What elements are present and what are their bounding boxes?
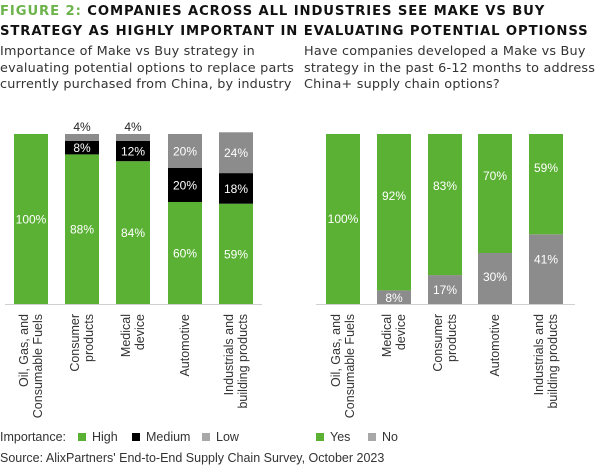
left-bar-low-4 xyxy=(219,132,253,174)
right-category-label-line: Consumer xyxy=(431,314,445,372)
legend-item-no: No xyxy=(368,429,398,445)
left-category-label-line: Medical xyxy=(119,314,133,357)
left-data-label-medium-4: 18% xyxy=(224,182,248,196)
right-bar-no-4 xyxy=(529,234,563,304)
right-category-label-line: Automotive xyxy=(488,314,502,377)
left-category-label-line: Oil, Gas, and xyxy=(17,314,31,387)
right-bar-no-3 xyxy=(478,253,512,304)
right-data-label-yes-4: 59% xyxy=(534,161,558,175)
right-bar-yes-3 xyxy=(478,134,512,253)
left-data-label-low-1: 4% xyxy=(73,120,91,134)
legend-item-low: Low xyxy=(202,429,239,445)
figure-label: FIGURE 2: xyxy=(0,4,82,19)
left-data-label-low-2: 4% xyxy=(124,120,142,134)
left-data-label-medium-3: 20% xyxy=(173,179,197,193)
right-bar-no-1 xyxy=(377,290,411,304)
right-data-label-yes-1: 92% xyxy=(382,189,406,203)
right-chart: 100% Oil, Gas, andConsumable Fuels 8% 92% Me… xyxy=(316,134,575,418)
right-category-label-2: Consumerproducts xyxy=(431,314,459,372)
left-data-label-medium-1: 8% xyxy=(73,141,91,155)
left-data-label-high-1: 88% xyxy=(70,223,94,237)
left-bar-high-4 xyxy=(219,203,253,304)
legend-item-medium: Medium xyxy=(132,429,190,445)
left-data-label-high-0: 100% xyxy=(16,213,47,227)
left-category-label-line: building products xyxy=(236,314,250,409)
figure-title-text: COMPANIES ACROSS ALL INDUSTRIES SEE MAKE… xyxy=(81,4,546,19)
right-category-label-4: Industrials andbuilding products xyxy=(532,314,560,409)
figure-title-line-1: FIGURE 2: COMPANIES ACROSS ALL INDUSTRIE… xyxy=(0,2,600,22)
left-category-label-0: Oil, Gas, andConsumable Fuels xyxy=(17,314,45,418)
left-data-label-low-3: 20% xyxy=(173,145,197,159)
right-data-label-yes-2: 83% xyxy=(433,179,457,193)
right-data-label-no-3: 30% xyxy=(483,270,507,284)
left-bar-high-0 xyxy=(14,134,48,304)
right-data-label-yes-0: 100% xyxy=(328,212,359,226)
left-bar-high-3 xyxy=(168,202,202,304)
left-bar-high-1 xyxy=(65,154,99,304)
left-category-label-2: Medicaldevice xyxy=(119,314,147,357)
left-category-label-line: device xyxy=(133,314,147,350)
right-category-label-line: Medical xyxy=(380,314,394,357)
legend-label-yes: Yes xyxy=(330,430,351,444)
legend-item-high: High xyxy=(78,429,118,445)
left-category-label-line: Automotive xyxy=(178,314,192,377)
legend-swatch-high xyxy=(78,433,86,441)
left-data-label-high-2: 84% xyxy=(121,226,145,240)
right-data-label-no-2: 17% xyxy=(433,283,457,297)
right-category-label-line: device xyxy=(394,314,408,350)
right-bar-yes-1 xyxy=(377,134,411,291)
right-bar-yes-0 xyxy=(326,134,360,304)
right-category-label-line: Oil, Gas, and xyxy=(329,314,343,387)
right-category-label-3: Automotive xyxy=(488,314,502,377)
right-data-label-no-4: 41% xyxy=(534,252,558,266)
left-category-label-3: Automotive xyxy=(178,314,192,377)
left-bar-medium-1 xyxy=(65,140,99,155)
left-data-label-medium-2: 12% xyxy=(121,145,145,159)
right-bar-yes-4 xyxy=(529,134,563,235)
left-bar-high-2 xyxy=(116,161,150,304)
left-category-label-line: Industrials and xyxy=(222,314,236,395)
right-category-label-line: Industrials and xyxy=(532,314,546,395)
legend-item-yes: Yes xyxy=(316,429,350,445)
right-category-label-line: Consumable Fuels xyxy=(343,314,357,418)
left-chart-title: Importance of Make vs Buy strategy in ev… xyxy=(0,44,295,92)
left-category-label-line: Consumer xyxy=(68,314,82,372)
left-data-label-high-4: 59% xyxy=(224,247,248,261)
legend-label-medium: Medium xyxy=(146,430,191,444)
figure-title: FIGURE 2: COMPANIES ACROSS ALL INDUSTRIE… xyxy=(0,2,600,42)
figure-title-line-2: STRATEGY AS HIGHLY IMPORTANT IN EVALUATI… xyxy=(0,24,589,39)
legend-prefix: Importance: xyxy=(0,430,67,444)
source-note: Source: AlixPartners' End-to-End Supply … xyxy=(0,451,385,465)
right-category-label-0: Oil, Gas, andConsumable Fuels xyxy=(329,314,357,418)
right-data-label-no-1: 8% xyxy=(385,291,403,305)
legend-swatch-no xyxy=(368,433,376,441)
legend-label-low: Low xyxy=(216,430,239,444)
right-data-label-yes-3: 70% xyxy=(483,169,507,183)
legend-label-high: High xyxy=(92,430,118,444)
right-category-label-line: building products xyxy=(546,314,560,409)
left-category-label-1: Consumerproducts xyxy=(68,314,96,372)
right-category-label-line: products xyxy=(445,314,459,362)
legend-swatch-low xyxy=(202,433,210,441)
left-data-label-high-3: 60% xyxy=(173,247,197,261)
left-bar-low-1 xyxy=(65,134,99,141)
left-chart: 100% Oil, Gas, andConsumable Fuels 88% 8% 4%… xyxy=(5,120,262,418)
left-category-label-line: Consumable Fuels xyxy=(31,314,45,418)
left-data-label-low-4: 24% xyxy=(224,146,248,160)
left-bar-low-2 xyxy=(116,134,150,141)
right-category-label-1: Medicaldevice xyxy=(380,314,408,357)
left-category-label-line: products xyxy=(82,314,96,362)
right-chart-title: Have companies developed a Make vs Buy s… xyxy=(304,44,596,92)
legend-swatch-yes xyxy=(316,433,324,441)
left-category-label-4: Industrials andbuilding products xyxy=(222,314,250,409)
left-bar-medium-3 xyxy=(168,168,202,202)
right-bar-yes-2 xyxy=(428,134,462,276)
legend-label-no: No xyxy=(382,430,398,444)
right-bar-no-2 xyxy=(428,275,462,304)
left-bar-medium-2 xyxy=(116,140,150,162)
left-bar-medium-4 xyxy=(219,173,253,204)
left-bar-low-3 xyxy=(168,134,202,168)
legend-swatch-medium xyxy=(132,433,140,441)
